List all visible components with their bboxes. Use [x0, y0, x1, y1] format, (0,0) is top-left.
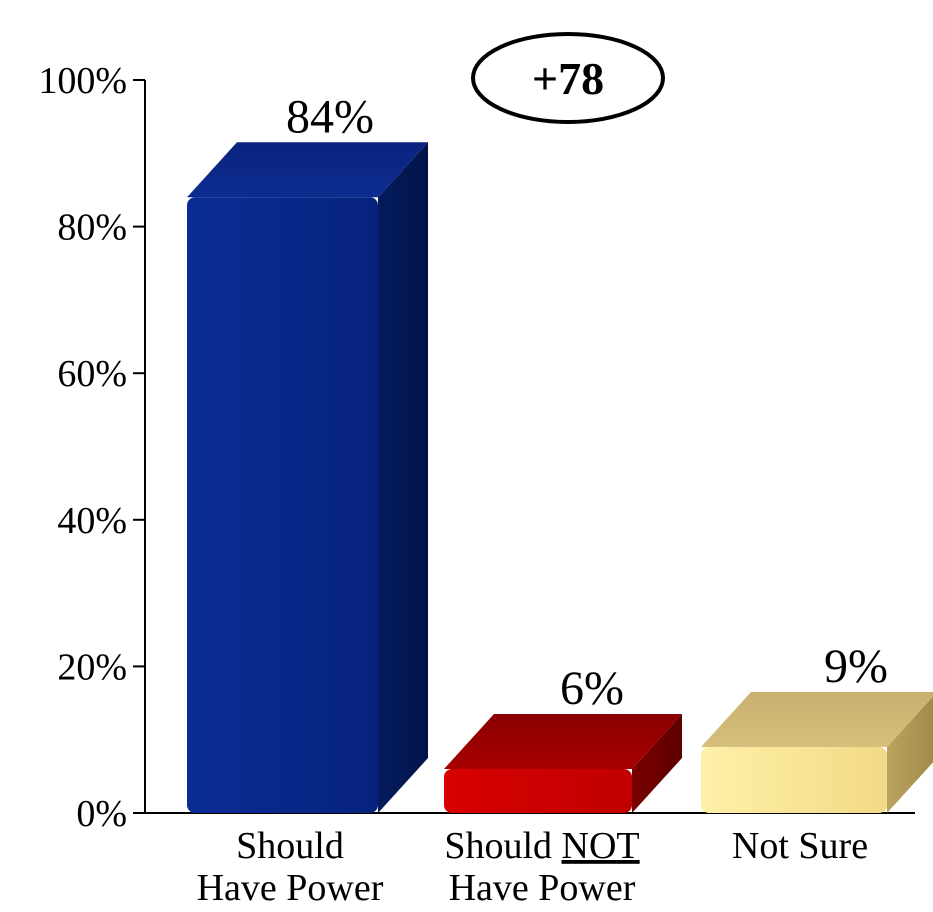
y-tick-label: 0%: [76, 793, 127, 835]
annotation-oval: [471, 32, 665, 124]
annotation-text: +78: [532, 53, 604, 104]
category-label: Should NOT Have Power: [444, 825, 639, 907]
bar: [701, 692, 933, 813]
y-tick-label: 40%: [57, 500, 127, 542]
axis-layer: 0% 20% 40% 60% 80% 100%: [38, 60, 915, 835]
bars-layer: [187, 142, 933, 813]
y-tick-label: 60%: [57, 353, 127, 395]
bar-top-face: [444, 714, 682, 770]
bar-side-face: [887, 696, 933, 813]
bar-side-face: [632, 714, 682, 813]
bar-front-face: [701, 747, 887, 813]
bar-top-face: [187, 142, 428, 198]
value-label: 9%: [824, 640, 888, 693]
difference-annotation: +78: [471, 32, 665, 124]
category-label: Should Have Power: [197, 825, 384, 907]
labels-layer: 84% 6% 9% Should Have Power Should NOT Have Po…: [197, 90, 888, 909]
value-label: 84%: [286, 90, 374, 143]
bar: [187, 142, 428, 813]
y-tick-label: 80%: [57, 207, 127, 249]
bar-top-face: [701, 692, 933, 748]
value-label: 6%: [560, 662, 624, 715]
y-tick-label: 20%: [57, 646, 127, 688]
y-tick-label: 100%: [38, 60, 127, 102]
bar-front-face: [444, 769, 632, 813]
bar-front-face: [187, 197, 378, 813]
bar: [444, 714, 682, 813]
annotation-layer: +78: [471, 32, 665, 124]
bar-side-face: [378, 142, 428, 813]
category-label: Not Sure: [732, 825, 868, 867]
